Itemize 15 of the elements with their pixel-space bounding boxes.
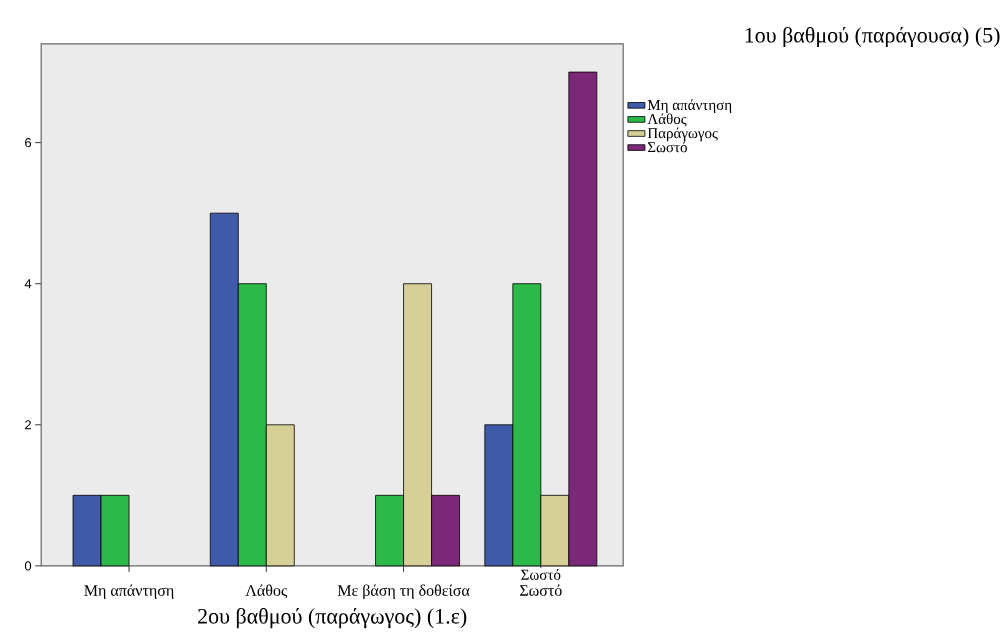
x-tick-label: Σωστό bbox=[520, 584, 562, 596]
y-tick-label: 4 bbox=[24, 279, 32, 289]
y-tick-label: 0 bbox=[24, 561, 32, 571]
x-tick-label: Με βάση τη δοθείσα bbox=[337, 584, 470, 600]
text: Σωστό bbox=[521, 569, 561, 580]
y-tick-label: 2 bbox=[25, 420, 31, 430]
x-tick-label: Λάθος bbox=[245, 584, 288, 599]
x-axis-title: 2ου βαθμού (παράγωγος) (1.ε) bbox=[198, 607, 467, 629]
legend-label: Λάθος bbox=[647, 113, 687, 127]
legend-title: 1ου βαθμού (παράγουσα) (5) bbox=[745, 26, 1000, 48]
x-tick-label: Μη απάντηση bbox=[84, 584, 174, 600]
legend-label: Παράγωγος bbox=[647, 127, 718, 142]
y-tick-label: 6 bbox=[25, 138, 32, 148]
legend-label: Σωστό bbox=[647, 141, 687, 153]
legend-label: Μη απάντηση bbox=[647, 99, 732, 114]
